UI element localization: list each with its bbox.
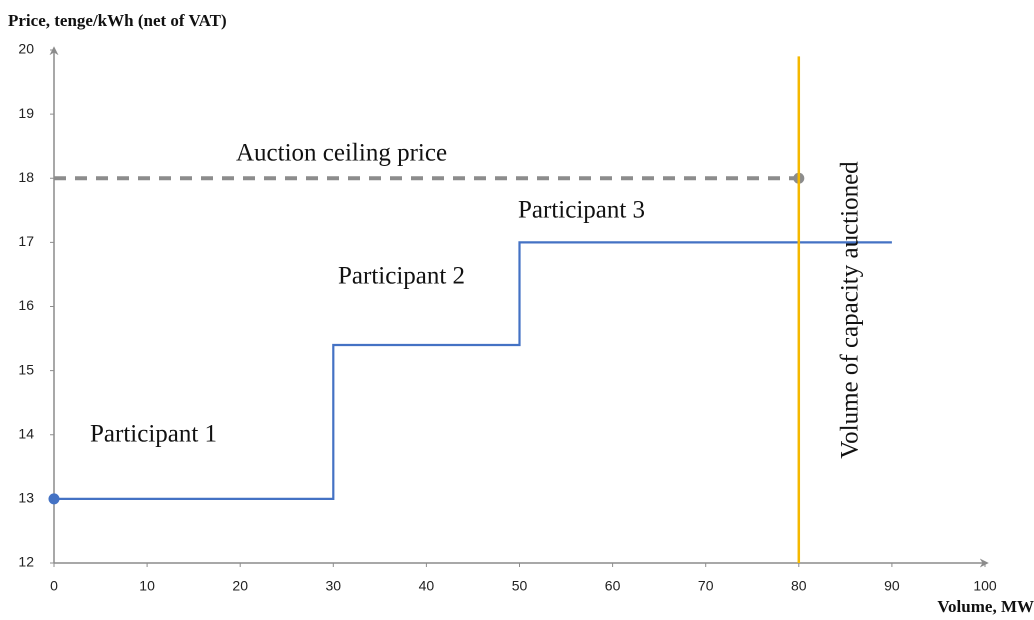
supply-step-line: [54, 241, 892, 500]
x-tick-label: 30: [326, 578, 342, 594]
x-tick-label: 70: [698, 578, 714, 594]
x-axis-label: Volume, MW: [937, 597, 1034, 616]
point-marker: [48, 493, 60, 505]
x-tick-label: 50: [512, 578, 528, 594]
y-tick-label: 16: [18, 297, 34, 313]
x-tick-label: 10: [139, 578, 155, 594]
y-tick-label: 19: [18, 105, 34, 121]
y-tick-label: 17: [18, 233, 34, 249]
x-tick-label: 0: [50, 578, 58, 594]
annotation: Auction ceiling price: [236, 140, 447, 167]
annotation: Participant 3: [518, 197, 645, 224]
x-tick-label: 20: [232, 578, 248, 594]
annotation: Participant 1: [90, 421, 217, 448]
annotation: Participant 2: [338, 263, 465, 290]
y-tick-label: 13: [18, 490, 34, 506]
y-tick-label: 20: [18, 41, 34, 57]
x-tick-label: 60: [605, 578, 621, 594]
y-axis-label: Price, tenge/kWh (net of VAT): [8, 11, 227, 30]
x-tick-label: 40: [419, 578, 435, 594]
y-tick-label: 18: [18, 169, 34, 185]
y-tick-label: 12: [18, 554, 34, 570]
y-tick-label: 14: [18, 425, 34, 441]
x-tick-label: 80: [791, 578, 807, 594]
y-tick-label: 15: [18, 361, 34, 377]
x-tick-label: 100: [973, 578, 997, 594]
annotation: Volume of capacity auctioned: [837, 161, 864, 459]
x-tick-label: 90: [884, 578, 900, 594]
